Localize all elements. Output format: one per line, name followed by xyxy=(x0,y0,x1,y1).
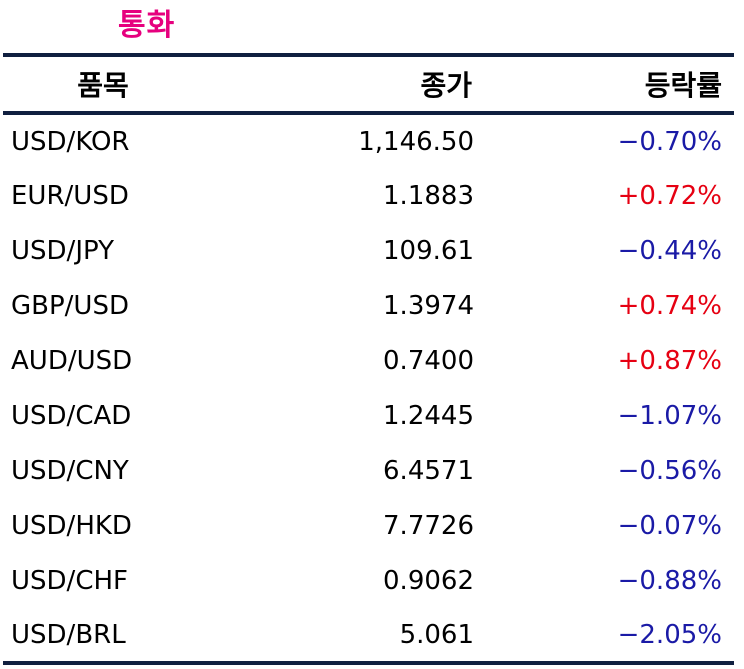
closing-price: 1,146.50 xyxy=(358,126,474,157)
change-rate: −0.44% xyxy=(617,235,722,266)
table-row: USD/HKD 7.7726 −0.07% xyxy=(3,498,734,553)
header-change: 등락률 xyxy=(644,69,722,102)
currency-pair: USD/KOR xyxy=(11,126,130,157)
change-rate: +0.87% xyxy=(617,345,722,376)
closing-price: 1.3974 xyxy=(383,290,474,321)
currency-pair: USD/JPY xyxy=(11,235,114,266)
currency-pair: USD/CAD xyxy=(11,400,132,431)
table-row: GBP/USD 1.3974 +0.74% xyxy=(3,278,734,333)
closing-price: 0.9062 xyxy=(383,565,474,596)
closing-price: 6.4571 xyxy=(383,455,474,486)
change-rate: −0.07% xyxy=(617,510,722,541)
table-row: AUD/USD 0.7400 +0.87% xyxy=(3,333,734,388)
header-item: 품목 xyxy=(77,69,129,102)
header-row: 품목 종가 등락률 xyxy=(3,55,734,113)
table-header: 품목 종가 등락률 xyxy=(3,55,734,113)
table-row: USD/JPY 109.61 −0.44% xyxy=(3,223,734,278)
header-close: 종가 xyxy=(420,69,472,102)
change-rate: −0.88% xyxy=(617,565,722,596)
table-row: EUR/USD 1.1883 +0.72% xyxy=(3,168,734,223)
currency-pair: USD/CNY xyxy=(11,455,129,486)
table-row: USD/CNY 6.4571 −0.56% xyxy=(3,443,734,498)
change-rate: −2.05% xyxy=(617,619,722,650)
change-rate: −1.07% xyxy=(617,400,722,431)
currency-pair: AUD/USD xyxy=(11,345,133,376)
change-rate: +0.74% xyxy=(617,290,722,321)
closing-price: 0.7400 xyxy=(383,345,474,376)
currency-pair: GBP/USD xyxy=(11,290,129,321)
table-row: USD/KOR 1,146.50 −0.70% xyxy=(3,113,734,168)
currency-pair: USD/HKD xyxy=(11,510,132,541)
currency-table: 품목 종가 등락률 USD/KOR 1,146.50 −0.70% EUR/USD 1.… xyxy=(3,53,734,665)
change-rate: −0.70% xyxy=(617,126,722,157)
change-rate: −0.56% xyxy=(617,455,722,486)
table-row: USD/CAD 1.2445 −1.07% xyxy=(3,388,734,443)
table-row: USD/CHF 0.9062 −0.88% xyxy=(3,553,734,608)
currency-pair: USD/CHF xyxy=(11,565,128,596)
currency-pair: USD/BRL xyxy=(11,619,126,650)
closing-price: 1.2445 xyxy=(383,400,474,431)
closing-price: 109.61 xyxy=(383,235,474,266)
closing-price: 5.061 xyxy=(399,619,474,650)
closing-price: 7.7726 xyxy=(383,510,474,541)
change-rate: +0.72% xyxy=(617,180,722,211)
section-title: 통화 xyxy=(118,8,176,43)
closing-price: 1.1883 xyxy=(383,180,474,211)
table-row: USD/BRL 5.061 −2.05% xyxy=(3,608,734,663)
currency-pair: EUR/USD xyxy=(11,180,129,211)
table-body: USD/KOR 1,146.50 −0.70% EUR/USD 1.1883 +0.72%… xyxy=(3,113,734,663)
